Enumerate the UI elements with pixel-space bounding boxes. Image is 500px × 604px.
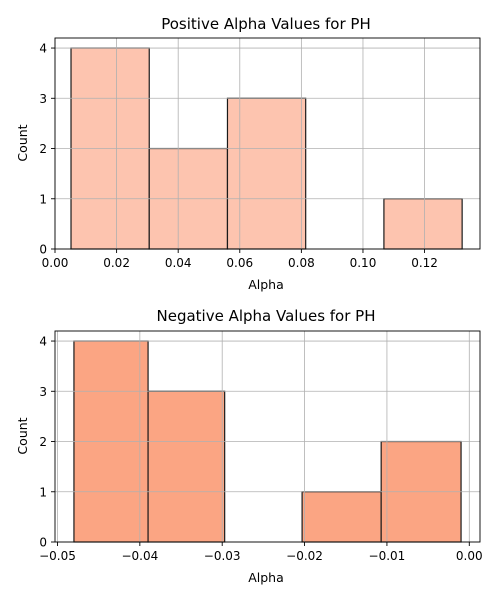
y-tick-label: 4 bbox=[39, 335, 47, 349]
x-tick-label: 0.04 bbox=[165, 256, 192, 270]
x-tick-label: 0.08 bbox=[288, 256, 315, 270]
x-tick-label: 0.02 bbox=[103, 256, 130, 270]
x-tick-label: −0.02 bbox=[286, 549, 323, 563]
chart-title: Positive Alpha Values for PH bbox=[161, 15, 371, 33]
y-axis-label: Count bbox=[15, 417, 30, 454]
chart-positive-alpha: Positive Alpha Values for PH Alpha Count… bbox=[15, 15, 481, 292]
y-tick-label: 0 bbox=[39, 536, 47, 550]
x-tick-label: −0.01 bbox=[369, 549, 406, 563]
y-tick-label: 2 bbox=[39, 435, 47, 449]
y-axis-label: Count bbox=[15, 124, 30, 161]
y-tick-label: 1 bbox=[39, 485, 47, 499]
y-tick-label: 3 bbox=[39, 92, 47, 106]
x-tick-label: 0.10 bbox=[350, 256, 377, 270]
x-tick-label: 0.12 bbox=[411, 256, 438, 270]
chart-title: Negative Alpha Values for PH bbox=[157, 307, 376, 325]
histogram-bar bbox=[226, 97, 307, 250]
x-tick-label: 0.00 bbox=[456, 549, 483, 563]
histogram-bar bbox=[383, 198, 463, 250]
x-axis-label: Alpha bbox=[248, 277, 284, 292]
y-tick-label: 1 bbox=[39, 192, 47, 206]
x-tick-label: −0.03 bbox=[204, 549, 241, 563]
x-tick-label: 0.00 bbox=[42, 256, 69, 270]
y-tick-label: 3 bbox=[39, 385, 47, 399]
x-tick-label: −0.05 bbox=[39, 549, 76, 563]
histogram-bar bbox=[147, 390, 226, 543]
histogram-bar bbox=[301, 491, 382, 543]
y-tick-label: 4 bbox=[39, 42, 47, 56]
plot-frame bbox=[54, 37, 481, 250]
chart-negative-alpha: Negative Alpha Values for PH Alpha Count… bbox=[15, 307, 483, 585]
x-tick-label: 0.06 bbox=[226, 256, 253, 270]
plot-frame bbox=[54, 330, 481, 543]
y-tick-label: 0 bbox=[39, 243, 47, 257]
y-tick-label: 2 bbox=[39, 142, 47, 156]
x-axis-label: Alpha bbox=[248, 570, 284, 585]
x-tick-label: −0.04 bbox=[121, 549, 158, 563]
